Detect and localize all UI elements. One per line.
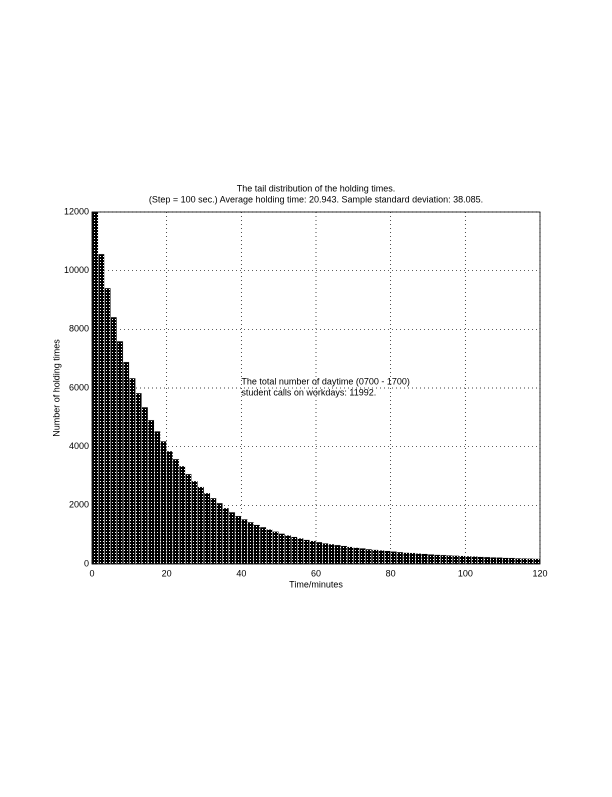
y-tick-label: 0 bbox=[84, 558, 89, 568]
bar bbox=[178, 465, 186, 565]
bar bbox=[247, 521, 254, 565]
bar bbox=[222, 507, 230, 565]
y-tick-label: 10000 bbox=[64, 265, 89, 275]
bar bbox=[197, 486, 205, 565]
bar bbox=[98, 253, 105, 565]
bar bbox=[365, 548, 373, 565]
bar bbox=[353, 547, 360, 565]
bar bbox=[266, 529, 273, 565]
bar bbox=[166, 450, 174, 565]
bar bbox=[446, 555, 454, 565]
y-tick-label: 12000 bbox=[64, 206, 89, 216]
bar bbox=[458, 555, 466, 565]
x-tick-label: 100 bbox=[458, 568, 473, 578]
bar bbox=[297, 537, 304, 565]
bar bbox=[421, 553, 429, 565]
bar bbox=[328, 543, 335, 565]
bar bbox=[116, 340, 124, 565]
bar bbox=[228, 511, 236, 565]
bar bbox=[309, 540, 317, 565]
y-tick-label: 8000 bbox=[69, 324, 89, 334]
bar bbox=[154, 430, 161, 565]
bar bbox=[135, 392, 142, 565]
bar bbox=[527, 558, 534, 565]
x-axis-label: Time/minutes bbox=[289, 579, 343, 589]
y-tick-label: 2000 bbox=[69, 500, 89, 510]
bar bbox=[253, 524, 261, 565]
bar bbox=[465, 555, 472, 565]
bar bbox=[427, 554, 435, 565]
x-tick-label: 20 bbox=[162, 568, 172, 578]
bar bbox=[110, 316, 118, 565]
bar bbox=[477, 556, 485, 565]
chart-subtitle: (Step = 100 sec.) Average holding time: … bbox=[149, 194, 483, 204]
bar bbox=[241, 518, 248, 565]
bar bbox=[147, 419, 155, 565]
bar bbox=[122, 361, 130, 565]
bar bbox=[409, 552, 416, 565]
annotation: The total number of daytime (0700 - 1700… bbox=[241, 377, 410, 387]
bar bbox=[129, 377, 136, 565]
bar bbox=[91, 211, 99, 565]
bar bbox=[290, 536, 298, 565]
bar bbox=[272, 531, 279, 565]
bar bbox=[415, 553, 422, 565]
bar bbox=[402, 552, 410, 565]
bar bbox=[172, 458, 180, 565]
bar bbox=[452, 555, 460, 565]
bar bbox=[340, 545, 348, 565]
bar bbox=[303, 539, 310, 565]
bar bbox=[216, 502, 223, 565]
bar bbox=[210, 497, 217, 565]
y-axis-label: Number of holding times bbox=[51, 339, 61, 437]
x-tick-label: 80 bbox=[386, 568, 396, 578]
bar bbox=[259, 526, 267, 565]
bar bbox=[104, 287, 111, 565]
chart-title: The tail distribution of the holding tim… bbox=[237, 183, 396, 193]
bar bbox=[502, 557, 510, 565]
bar bbox=[508, 557, 516, 565]
x-tick-label: 120 bbox=[532, 568, 547, 578]
bar bbox=[490, 557, 497, 565]
bar bbox=[322, 542, 329, 565]
bar bbox=[396, 551, 404, 565]
bar bbox=[384, 550, 391, 565]
bar bbox=[346, 546, 354, 565]
bar bbox=[203, 492, 211, 565]
bar bbox=[141, 406, 149, 565]
x-tick-label: 40 bbox=[236, 568, 246, 578]
bar bbox=[378, 550, 385, 565]
bar bbox=[496, 557, 503, 565]
annotation: student calls on workdays: 11992. bbox=[241, 388, 376, 398]
x-tick-label: 60 bbox=[311, 568, 321, 578]
bar bbox=[315, 541, 323, 565]
bar bbox=[278, 533, 286, 565]
bar bbox=[191, 480, 198, 565]
bar bbox=[390, 551, 398, 565]
bar bbox=[334, 544, 342, 565]
y-tick-label: 6000 bbox=[69, 382, 89, 392]
bar bbox=[521, 558, 528, 565]
bar bbox=[514, 557, 522, 565]
bar bbox=[160, 440, 167, 565]
x-tick-label: 0 bbox=[89, 568, 94, 578]
bar bbox=[371, 549, 379, 565]
y-tick-label: 4000 bbox=[69, 441, 89, 451]
bar bbox=[483, 556, 491, 565]
bar bbox=[284, 535, 292, 565]
bar bbox=[471, 556, 478, 565]
bar bbox=[234, 515, 242, 565]
plot-frame bbox=[91, 211, 541, 565]
bar bbox=[359, 547, 366, 565]
bar bbox=[440, 554, 447, 565]
bar bbox=[434, 554, 441, 565]
bar bbox=[533, 558, 541, 565]
bar bbox=[185, 473, 192, 565]
